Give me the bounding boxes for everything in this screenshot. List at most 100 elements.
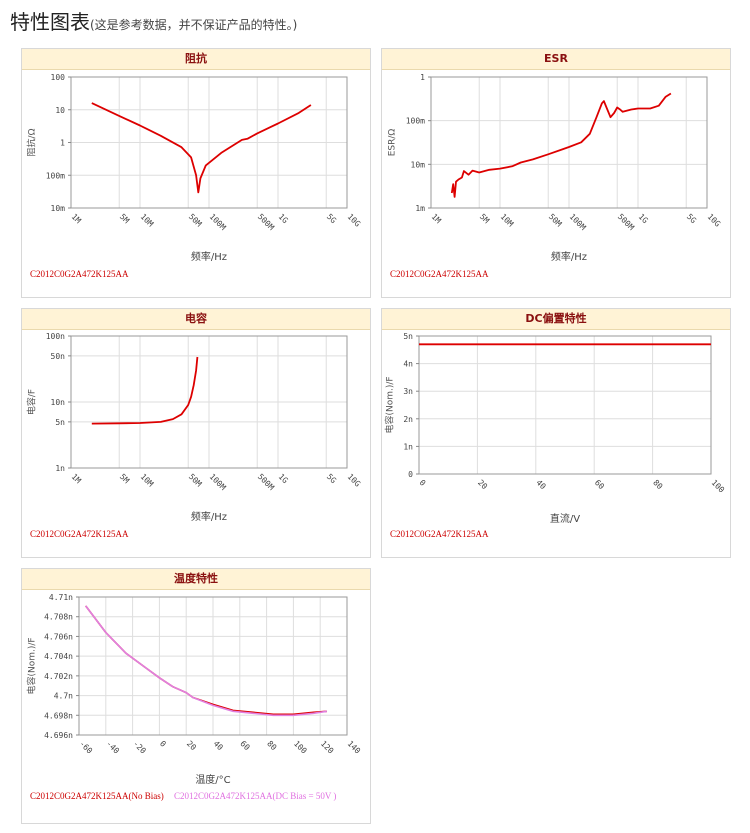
impedance-legend: C2012C0G2A472K125AA bbox=[30, 269, 129, 279]
x-axis-label: 温度/°C bbox=[195, 773, 230, 786]
y-tick-label: 4.698n bbox=[44, 711, 73, 720]
y-tick-label: 10m bbox=[411, 160, 426, 169]
x-axis-label: 频率/Hz bbox=[551, 250, 587, 263]
y-tick-label: 50n bbox=[51, 352, 66, 361]
esr-panel-header: ESR bbox=[382, 49, 730, 70]
x-tick-label: 100M bbox=[208, 472, 228, 492]
x-tick-label: 500M bbox=[256, 472, 276, 492]
y-tick-label: 100n bbox=[46, 332, 65, 341]
x-tick-label: 80 bbox=[651, 478, 664, 491]
y-tick-label: 4.708n bbox=[44, 613, 73, 622]
y-tick-label: 2n bbox=[403, 415, 413, 424]
y-tick-label: 4.704n bbox=[44, 652, 73, 661]
x-tick-label: 40 bbox=[212, 739, 225, 752]
x-tick-label: 50M bbox=[547, 212, 564, 229]
x-tick-label: 5G bbox=[325, 472, 338, 485]
x-tick-label: 10M bbox=[499, 212, 516, 229]
y-axis-label: 电容(Nom.)/F bbox=[384, 376, 396, 433]
y-tick-label: 3n bbox=[403, 387, 413, 396]
x-tick-label: 10G bbox=[346, 472, 363, 489]
x-tick-label: 10G bbox=[346, 212, 363, 229]
temperature-legend-no-bias: C2012C0G2A472K125AA(No Bias) bbox=[30, 791, 164, 801]
y-tick-label: 1 bbox=[420, 73, 425, 82]
x-tick-label: 80 bbox=[265, 739, 278, 752]
x-tick-label: 60 bbox=[238, 739, 251, 752]
y-axis-label: ESR/Ω bbox=[388, 129, 398, 157]
plot-border bbox=[430, 76, 708, 209]
y-tick-label: 1n bbox=[55, 464, 65, 473]
x-tick-label: 120 bbox=[319, 739, 336, 756]
x-tick-label: 10G bbox=[706, 212, 723, 229]
y-tick-label: 10 bbox=[55, 106, 65, 115]
x-tick-label: 1M bbox=[70, 212, 83, 225]
esr-chart: 1m 10m 100m 1 1M 5M 10M 50M 100M 500M 1G 5G 10G 频率/Hz… bbox=[388, 73, 723, 263]
plot-border bbox=[418, 335, 712, 475]
y-tick-label: 10m bbox=[51, 204, 66, 213]
x-tick-label: 5G bbox=[685, 212, 698, 225]
x-tick-label: 10M bbox=[139, 472, 156, 489]
x-tick-label: 20 bbox=[185, 739, 198, 752]
series-line-2 bbox=[85, 605, 328, 717]
x-tick-label: 20 bbox=[476, 478, 489, 491]
capacitance-panel-header: 电容 bbox=[22, 309, 370, 330]
temperature-panel: 温度特性 4.696n 4.698n 4.7n 4.702n 4.704n 4.706n 4… bbox=[21, 568, 371, 824]
x-tick-label: -40 bbox=[104, 739, 121, 756]
x-tick-label: 500M bbox=[616, 212, 636, 232]
y-tick-label: 100m bbox=[46, 171, 65, 180]
x-tick-label: 60 bbox=[593, 478, 606, 491]
series-line-1 bbox=[450, 92, 672, 198]
dcbias-panel: DC偏置特性 0 1n 2n 3n 4n 5n 0 20 40 60 80 100 直流/V 电容(Nom… bbox=[381, 308, 731, 558]
esr-legend: C2012C0G2A472K125AA bbox=[390, 269, 489, 279]
dcbias-panel-header: DC偏置特性 bbox=[382, 309, 730, 330]
y-tick-label: 4.706n bbox=[44, 632, 73, 641]
series-line-1 bbox=[91, 102, 312, 194]
x-tick-label: 50M bbox=[187, 212, 204, 229]
y-tick-label: 10n bbox=[51, 398, 66, 407]
x-tick-label: 100 bbox=[710, 478, 727, 495]
x-tick-label: 100M bbox=[568, 212, 588, 232]
x-tick-label: 50M bbox=[187, 472, 204, 489]
temperature-panel-header: 温度特性 bbox=[22, 569, 370, 590]
y-tick-label: 4.702n bbox=[44, 672, 73, 681]
x-tick-label: -20 bbox=[131, 739, 148, 756]
y-tick-label: 1m bbox=[415, 204, 425, 213]
x-tick-label: 5G bbox=[325, 212, 338, 225]
impedance-chart: 10m 100m 1 10 100 1M 5M 10M 50M 100M 500M 1G 5G 10G 频率… bbox=[26, 73, 363, 263]
y-tick-label: 5n bbox=[403, 332, 413, 341]
x-tick-label: 10M bbox=[139, 212, 156, 229]
y-tick-label: 1 bbox=[60, 139, 65, 148]
page-subtitle: (这是参考数据，并不保证产品的特性。) bbox=[90, 18, 298, 32]
y-axis-label: 阻抗/Ω bbox=[26, 128, 38, 156]
x-tick-label: -60 bbox=[78, 739, 95, 756]
x-tick-label: 40 bbox=[534, 478, 547, 491]
y-tick-label: 4.696n bbox=[44, 731, 73, 740]
y-tick-label: 100m bbox=[406, 117, 425, 126]
x-tick-label: 5M bbox=[478, 212, 491, 225]
series-line-1 bbox=[91, 356, 199, 425]
y-axis-label: 电容/F bbox=[26, 389, 38, 415]
temperature-chart: 4.696n 4.698n 4.7n 4.702n 4.704n 4.706n 4.708n… bbox=[26, 593, 363, 786]
capacitance-panel: 电容 1n 5n 10n 50n 100n 1M 5M 10M 50M 100M 500M 1G 5G 1… bbox=[21, 308, 371, 558]
dcbias-chart: 0 1n 2n 3n 4n 5n 0 20 40 60 80 100 直流/V 电容(Nom.)/F bbox=[384, 332, 727, 525]
y-tick-label: 100 bbox=[51, 73, 66, 82]
plot-border bbox=[78, 596, 348, 736]
x-tick-label: 5M bbox=[118, 212, 131, 225]
x-tick-label: 1M bbox=[430, 212, 443, 225]
capacitance-chart: 1n 5n 10n 50n 100n 1M 5M 10M 50M 100M 500M 1G 5G 10G 频… bbox=[26, 332, 363, 523]
x-tick-label: 5M bbox=[118, 472, 131, 485]
y-tick-label: 4.7n bbox=[54, 692, 73, 701]
y-tick-label: 4n bbox=[403, 360, 413, 369]
x-tick-label: 1G bbox=[637, 212, 650, 225]
capacitance-legend: C2012C0G2A472K125AA bbox=[30, 529, 129, 539]
temperature-legend-dc-bias: C2012C0G2A472K125AA(DC Bias = 50V ) bbox=[174, 791, 337, 801]
impedance-panel: 阻抗 10m 100m 1 10 100 1M 5M 10M 50M 100M 500M 1G 5G 10… bbox=[21, 48, 371, 298]
esr-panel: ESR 1m 10m 100m 1 1M 5M 10M 50M 100M 500M 1G 5G 10G 频… bbox=[381, 48, 731, 298]
y-tick-label: 5n bbox=[55, 418, 65, 427]
y-axis-label: 电容(Nom.)/F bbox=[26, 637, 38, 694]
x-axis-label: 频率/Hz bbox=[191, 510, 227, 523]
plot-area bbox=[418, 335, 712, 475]
x-tick-label: 1G bbox=[277, 212, 290, 225]
x-tick-label: 140 bbox=[346, 739, 363, 756]
x-axis-label: 频率/Hz bbox=[191, 250, 227, 263]
x-tick-label: 100M bbox=[208, 212, 228, 232]
